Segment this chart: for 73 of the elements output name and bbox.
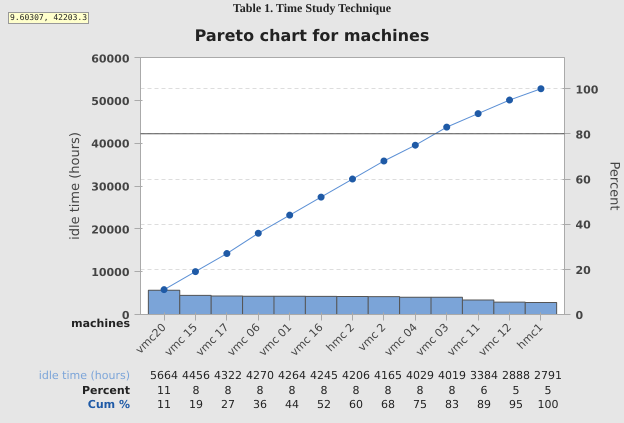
data-label: 3384 bbox=[470, 369, 498, 382]
data-label: 95 bbox=[509, 398, 523, 411]
text: idle time (hours) bbox=[38, 369, 130, 382]
text: 8 bbox=[320, 384, 328, 397]
data-label: 4165 bbox=[374, 369, 402, 382]
y2-axis-title: Percent bbox=[606, 162, 622, 210]
data-label: 11 bbox=[157, 398, 171, 411]
data-label: 4270 bbox=[246, 369, 274, 382]
point bbox=[443, 124, 450, 131]
y2-tick-label: 60 bbox=[576, 174, 592, 187]
text: 9.60307, 42203.3 bbox=[8, 12, 90, 24]
y2-tick-label: 100 bbox=[576, 83, 599, 96]
data-label: 2791 bbox=[534, 369, 562, 382]
y2-tick-label: 0 bbox=[576, 309, 584, 322]
text: 8 bbox=[352, 384, 360, 397]
data-label: 68 bbox=[381, 398, 395, 411]
data-label: 2888 bbox=[502, 369, 530, 382]
text: 8 bbox=[448, 384, 456, 397]
data-label: 4206 bbox=[342, 369, 370, 382]
text: Percent bbox=[82, 384, 130, 397]
y-tick-label: 30000 bbox=[91, 180, 130, 194]
data-label: 52 bbox=[317, 398, 331, 411]
data-label: 36 bbox=[253, 398, 267, 411]
y-tick-label: 60000 bbox=[91, 52, 130, 66]
data-label: 89 bbox=[477, 398, 491, 411]
y-tick-label: 10000 bbox=[91, 266, 130, 280]
point bbox=[318, 194, 325, 201]
data-label: 4019 bbox=[438, 369, 466, 382]
y2-tick-label: 80 bbox=[576, 128, 592, 142]
y-tick-label: 50000 bbox=[91, 94, 130, 108]
chart-title: Pareto chart for machines bbox=[194, 26, 430, 45]
data-label: 19 bbox=[189, 398, 203, 411]
data-label: 75 bbox=[413, 398, 427, 411]
text: 6 bbox=[480, 384, 488, 397]
text: 5 bbox=[512, 384, 520, 397]
data-label: 60 bbox=[349, 398, 363, 411]
data-label: 4245 bbox=[310, 369, 338, 382]
text: Cum % bbox=[88, 398, 130, 411]
y-axis-title: idle time (hours) bbox=[68, 132, 84, 240]
data-label: 5664 bbox=[150, 369, 178, 382]
text: 8 bbox=[224, 384, 232, 397]
data-label: 4322 bbox=[214, 369, 242, 382]
point bbox=[254, 230, 262, 237]
data-label: 27 bbox=[221, 398, 235, 411]
data-label: 100 bbox=[538, 398, 558, 411]
x-axis-title: machines bbox=[71, 317, 130, 330]
text: 8 bbox=[384, 384, 392, 397]
text: 8 bbox=[288, 384, 296, 397]
text: 8 bbox=[192, 384, 200, 397]
point bbox=[160, 286, 168, 294]
y2-tick-label: 20 bbox=[576, 264, 592, 277]
point bbox=[506, 96, 514, 104]
point bbox=[380, 158, 388, 164]
point bbox=[223, 250, 230, 258]
data-label: 44 bbox=[285, 398, 299, 411]
point bbox=[192, 268, 199, 276]
y-tick-label: 40000 bbox=[91, 138, 130, 151]
data-label: 4456 bbox=[182, 369, 210, 382]
point bbox=[286, 212, 294, 219]
data-label: 4029 bbox=[406, 369, 434, 382]
point bbox=[412, 142, 419, 149]
text: 8 bbox=[416, 384, 424, 397]
text: 5 bbox=[544, 384, 552, 397]
text: 8 bbox=[256, 384, 264, 397]
data-label: 83 bbox=[445, 398, 459, 411]
point bbox=[474, 110, 482, 118]
point bbox=[537, 85, 544, 92]
y2-tick-label: 40 bbox=[576, 218, 592, 232]
text: 11 bbox=[157, 384, 171, 397]
data-label: 4264 bbox=[278, 369, 306, 382]
y-tick-label: 20000 bbox=[91, 223, 130, 236]
caption: Table 1. Time Study Technique bbox=[232, 1, 392, 15]
point bbox=[349, 176, 356, 183]
